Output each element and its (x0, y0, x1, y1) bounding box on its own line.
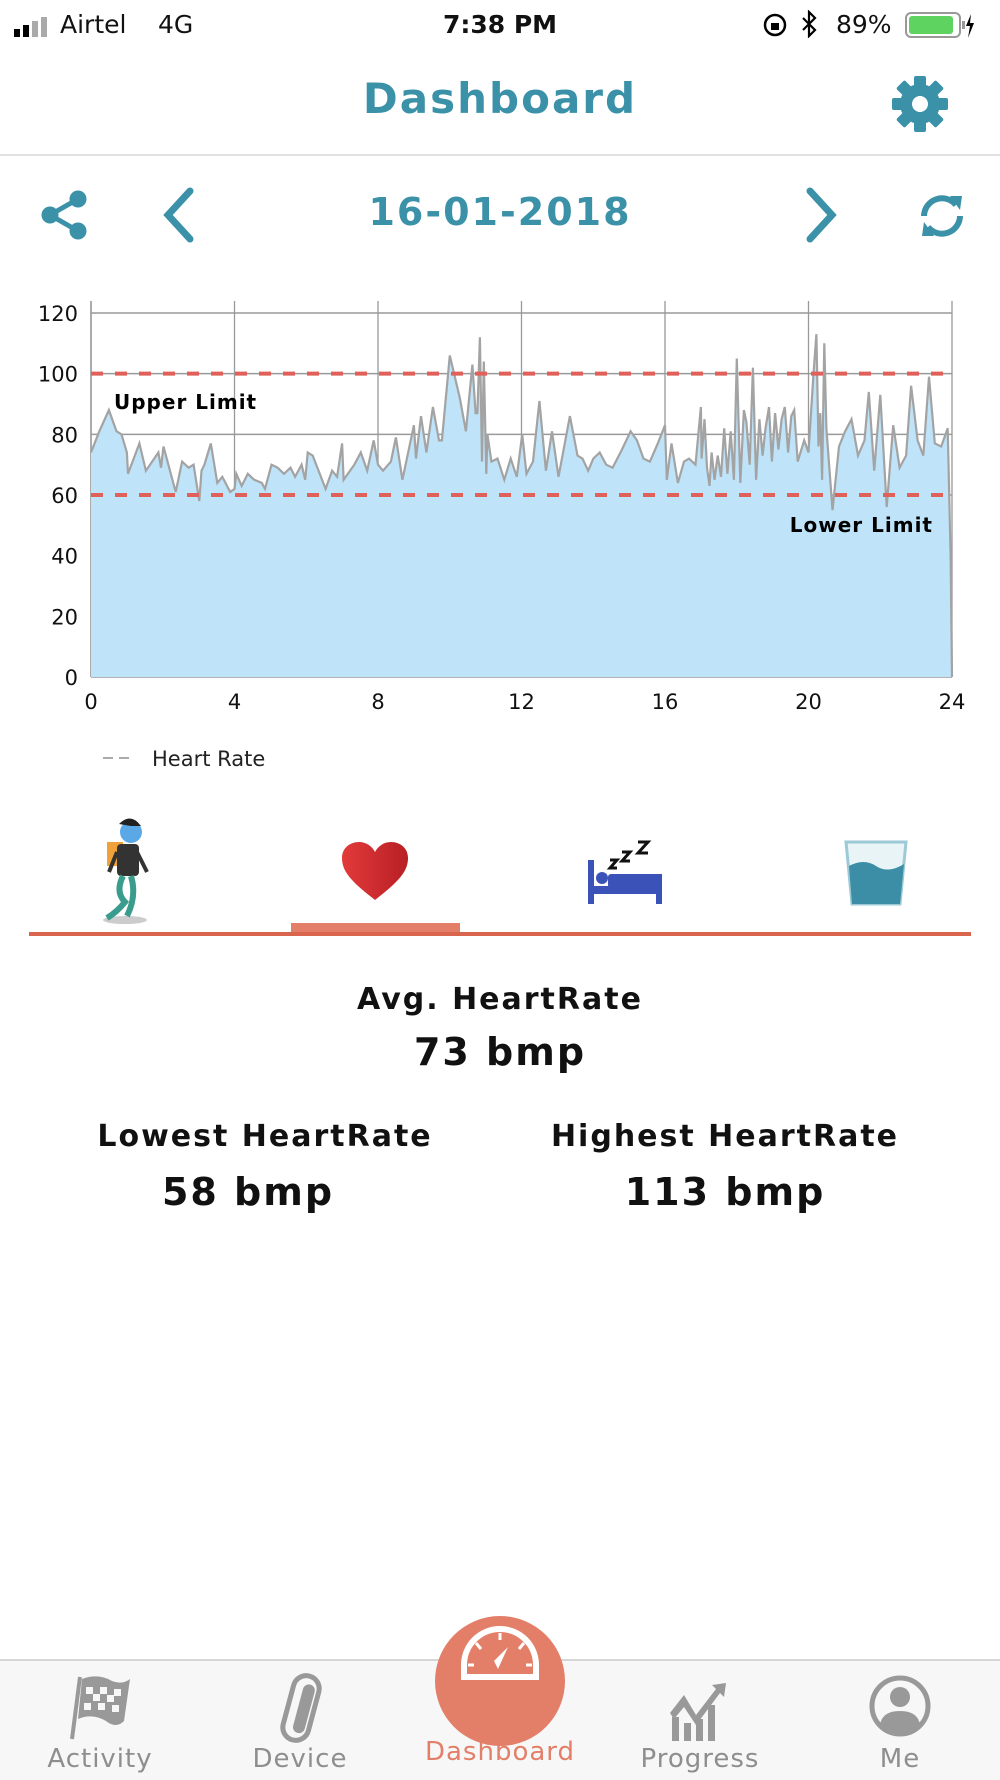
sleep-category-tab[interactable] (586, 838, 666, 912)
activity-category-tab[interactable] (85, 812, 165, 931)
chart-arrow-icon (670, 1683, 726, 1741)
y-tick-label: 60 (51, 484, 78, 508)
y-tick-label: 80 (51, 423, 78, 447)
current-date: 16-01-2018 (368, 190, 632, 234)
heart-rate-category-tab[interactable] (342, 842, 408, 906)
bottom-tab-bar: Activity Device Dashboard Progress Me (0, 1616, 1000, 1780)
band-icon (280, 1673, 322, 1743)
y-tick-label: 0 (65, 666, 78, 690)
x-tick-label: 20 (795, 690, 822, 714)
network-type: 4G (158, 10, 194, 39)
tab-activity[interactable]: Activity (0, 1661, 200, 1780)
next-date-button[interactable] (802, 187, 842, 247)
previous-date-button[interactable] (158, 187, 198, 247)
x-tick-label: 24 (939, 690, 966, 714)
clock: 7:38 PM (442, 10, 558, 39)
battery-percent: 89% (836, 10, 892, 39)
lowest-heartrate-value: 58 bmp (161, 1170, 335, 1214)
heart-rate-line (89, 334, 954, 678)
share-button[interactable] (40, 190, 90, 244)
bluetooth-icon (800, 9, 818, 44)
gear-icon (892, 76, 948, 132)
avg-heartrate-label: Avg. HeartRate (357, 982, 643, 1017)
chevron-right-icon (806, 187, 837, 243)
share-icon (41, 190, 87, 240)
tab-dashboard-label: Dashboard (424, 1737, 576, 1767)
tab-progress[interactable]: Progress (600, 1661, 800, 1780)
water-glass-icon (844, 840, 908, 906)
tab-activity-label: Activity (47, 1744, 153, 1774)
upper-limit-label: Upper Limit (114, 390, 257, 414)
y-tick-label: 100 (38, 363, 78, 387)
user-icon (869, 1675, 931, 1737)
y-tick-label: 40 (51, 545, 78, 569)
battery-icon (905, 12, 975, 46)
heart-rate-area (91, 334, 952, 677)
tab-dashboard[interactable]: Dashboard (400, 1616, 600, 1780)
tab-progress-label: Progress (640, 1744, 760, 1774)
tab-device[interactable]: Device (200, 1661, 400, 1780)
speedometer-icon (461, 1626, 539, 1680)
chevron-left-icon (163, 187, 194, 243)
signal-icon (14, 14, 54, 43)
bed-sleep-icon (588, 840, 662, 904)
rotation-lock-icon (762, 12, 788, 44)
water-category-tab[interactable] (844, 838, 908, 912)
legend-heart-rate: Heart Rate (152, 747, 265, 771)
settings-button[interactable] (890, 74, 950, 138)
page-title: Dashboard (362, 74, 638, 123)
status-bar: Airtel 4G 7:38 PM 89% (0, 0, 1000, 50)
tab-me-label: Me (879, 1744, 921, 1774)
x-tick-label: 0 (84, 690, 97, 714)
x-tick-label: 16 (652, 690, 679, 714)
y-tick-label: 20 (51, 605, 78, 629)
highest-heartrate-label: Highest HeartRate (550, 1119, 900, 1154)
selected-tab-indicator (291, 923, 460, 934)
refresh-button[interactable] (916, 190, 968, 246)
x-tick-label: 8 (371, 690, 384, 714)
x-tick-label: 4 (228, 690, 241, 714)
tab-me[interactable]: Me (800, 1661, 1000, 1780)
tab-device-label: Device (252, 1744, 348, 1774)
carrier: Airtel (60, 10, 127, 39)
x-tick-label: 12 (508, 690, 535, 714)
walking-person-icon (103, 818, 149, 924)
category-tabs-underline (29, 932, 971, 936)
lower-limit-label: Lower Limit (790, 513, 933, 537)
lowest-heartrate-label: Lowest HeartRate (97, 1119, 433, 1154)
refresh-icon (921, 195, 963, 237)
heart-icon (342, 842, 408, 900)
highest-heartrate-value: 113 bmp (624, 1170, 826, 1214)
heart-rate-chart: 0 4 8 12 16 20 24 0 20 40 60 80 100 120 Upper Limit L… (38, 301, 966, 771)
avg-heartrate-value: 73 bmp (413, 1030, 587, 1074)
y-tick-label: 120 (38, 302, 78, 326)
header-divider (0, 154, 1000, 156)
checkered-flag-icon (70, 1676, 130, 1740)
